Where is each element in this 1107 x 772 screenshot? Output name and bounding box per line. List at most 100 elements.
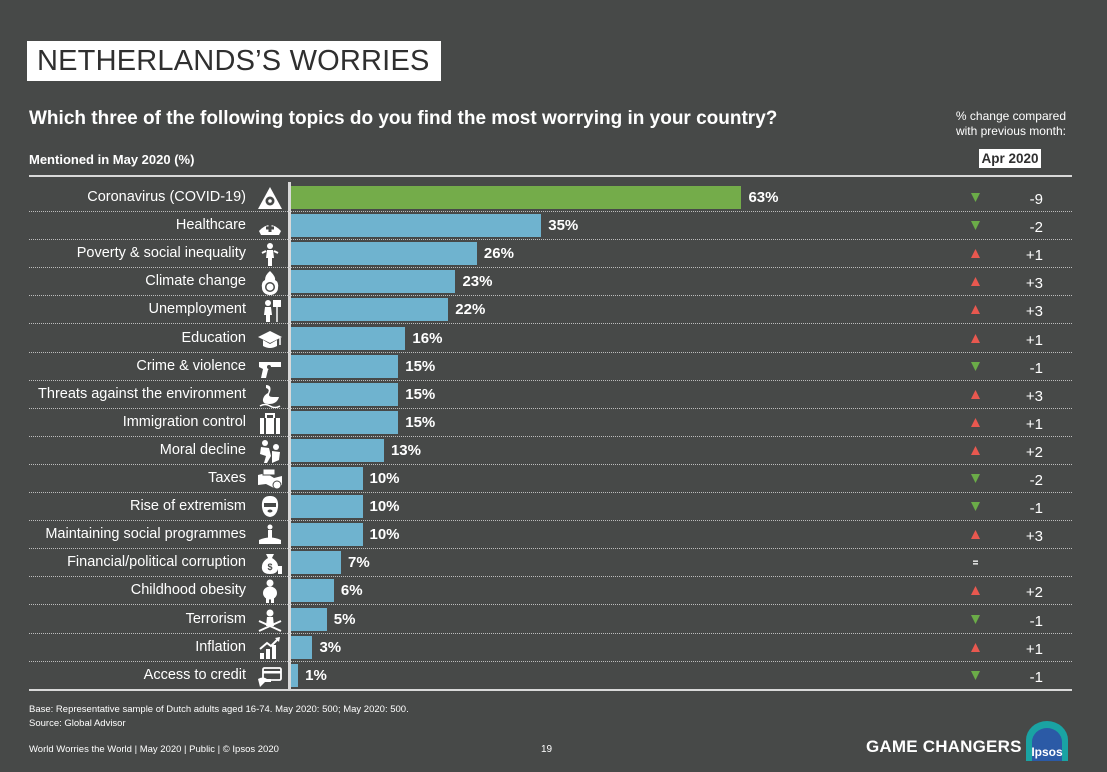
trend-up-icon xyxy=(971,445,980,455)
category-label: Taxes xyxy=(208,470,246,486)
bar xyxy=(291,382,399,406)
trend-same-icon xyxy=(973,560,978,565)
money-handshake-icon xyxy=(258,468,282,490)
top-rule xyxy=(29,175,1072,177)
bar-value-label: 63% xyxy=(748,189,779,206)
bar-value-label: 13% xyxy=(390,441,421,459)
trend-down-icon xyxy=(971,361,980,371)
bar-value-label: 22% xyxy=(455,301,486,319)
bar-value-label: 16% xyxy=(412,329,443,347)
base-note: Base: Representative sample of Dutch adu… xyxy=(29,703,409,731)
biohazard-icon xyxy=(258,187,282,209)
row-separator xyxy=(29,435,1072,437)
category-label: Immigration control xyxy=(122,413,246,430)
category-label: Childhood obesity xyxy=(130,582,246,599)
change-value: -1 xyxy=(1029,668,1043,686)
category-label: Threats against the environment xyxy=(38,385,246,402)
trend-up-icon xyxy=(971,305,980,315)
bar-value-label: 15% xyxy=(405,357,436,375)
bar-value-label: 26% xyxy=(483,245,514,263)
category-label: Unemployment xyxy=(148,301,246,318)
change-value: -2 xyxy=(1029,472,1043,489)
change-value: -1 xyxy=(1029,359,1043,377)
change-value: +2 xyxy=(1025,443,1043,461)
chart-row: Climate change 23% +3 xyxy=(0,268,1107,297)
category-label: Terrorism xyxy=(185,610,246,627)
chart-row: Threats against the environment 15% +3 xyxy=(0,381,1107,409)
bar xyxy=(291,495,363,519)
category-label: Rise of extremism xyxy=(129,498,246,515)
change-value: -9 xyxy=(1029,191,1043,208)
bar xyxy=(291,467,363,490)
row-separator xyxy=(29,548,1072,550)
bar-value-label: 3% xyxy=(319,638,342,656)
bar xyxy=(291,579,334,603)
change-value: +3 xyxy=(1025,275,1043,293)
change-value: +1 xyxy=(1025,640,1043,658)
change-value: -1 xyxy=(1029,612,1043,630)
category-label: Inflation xyxy=(195,638,246,655)
category-label: Education xyxy=(181,329,247,346)
row-separator xyxy=(29,463,1072,465)
bar xyxy=(291,663,299,687)
trend-down-icon xyxy=(971,221,980,231)
chart-row: Poverty & social inequality 26% +1 xyxy=(0,240,1107,269)
money-bag-icon: $ xyxy=(261,554,282,575)
trend-down-icon xyxy=(971,502,980,512)
category-label: Access to credit xyxy=(143,666,246,683)
row-separator xyxy=(29,239,1072,241)
category-label: Coronavirus (COVID-19) xyxy=(87,189,246,205)
row-separator xyxy=(29,407,1072,409)
change-value: +3 xyxy=(1025,528,1043,546)
chart-row: Coronavirus (COVID-19) 63% -9 xyxy=(0,184,1107,212)
chart-row: Access to credit 1% -1 xyxy=(0,662,1107,690)
bar xyxy=(291,326,406,350)
bar xyxy=(291,242,477,266)
change-note-line2: with previous month: xyxy=(955,124,1066,138)
chart-row: Immigration control 15% +1 xyxy=(0,409,1107,437)
trend-down-icon xyxy=(971,193,980,202)
bar-value-label: 6% xyxy=(340,582,363,600)
ipsos-logo: Ipsos xyxy=(1026,721,1068,761)
riot-icon xyxy=(260,439,280,463)
chart-row: Rise of extremism 10% -1 xyxy=(0,493,1107,522)
change-value: +3 xyxy=(1025,387,1043,405)
category-label: Moral decline xyxy=(159,441,246,458)
trend-up-icon xyxy=(971,642,980,652)
row-separator xyxy=(29,576,1072,578)
terrorist-icon xyxy=(258,609,282,632)
svg-text:Ipsos: Ipsos xyxy=(1031,745,1063,759)
trend-down-icon xyxy=(971,474,980,483)
change-value: +2 xyxy=(1025,584,1043,602)
category-label: Maintaining social programmes xyxy=(45,526,246,543)
bar xyxy=(291,298,449,322)
bar xyxy=(291,214,542,238)
page-number: 19 xyxy=(541,744,553,755)
svg-text:$: $ xyxy=(267,562,272,572)
chart-row: Unemployment 22% +3 xyxy=(0,296,1107,325)
credit-card-icon xyxy=(258,666,282,687)
trend-down-icon xyxy=(971,670,980,680)
chart-row: Education 16% +1 xyxy=(0,325,1107,353)
survey-question: Which three of the following topics do y… xyxy=(29,108,778,129)
category-label: Poverty & social inequality xyxy=(76,245,246,262)
bar-value-label: 23% xyxy=(462,273,493,291)
chart-row: Maintaining social programmes 10% +3 xyxy=(0,521,1107,550)
row-separator xyxy=(29,379,1072,381)
row-separator xyxy=(29,492,1072,493)
obese-child-icon xyxy=(263,579,277,604)
row-separator xyxy=(29,295,1072,297)
row-separator xyxy=(29,211,1072,212)
category-label: Healthcare xyxy=(175,217,246,234)
chart-subhead: Mentioned in May 2020 (%) xyxy=(29,152,195,167)
bottom-rule xyxy=(29,689,1072,691)
bar-value-label: 35% xyxy=(548,217,579,235)
bar-value-label: 15% xyxy=(405,413,436,431)
revolver-icon xyxy=(259,361,281,378)
category-label: Crime & violence xyxy=(136,357,246,374)
bar xyxy=(291,551,342,575)
bar-value-label: 5% xyxy=(333,610,356,628)
bar-value-label: 10% xyxy=(369,470,400,487)
row-separator xyxy=(29,267,1072,269)
row-separator xyxy=(29,604,1072,606)
